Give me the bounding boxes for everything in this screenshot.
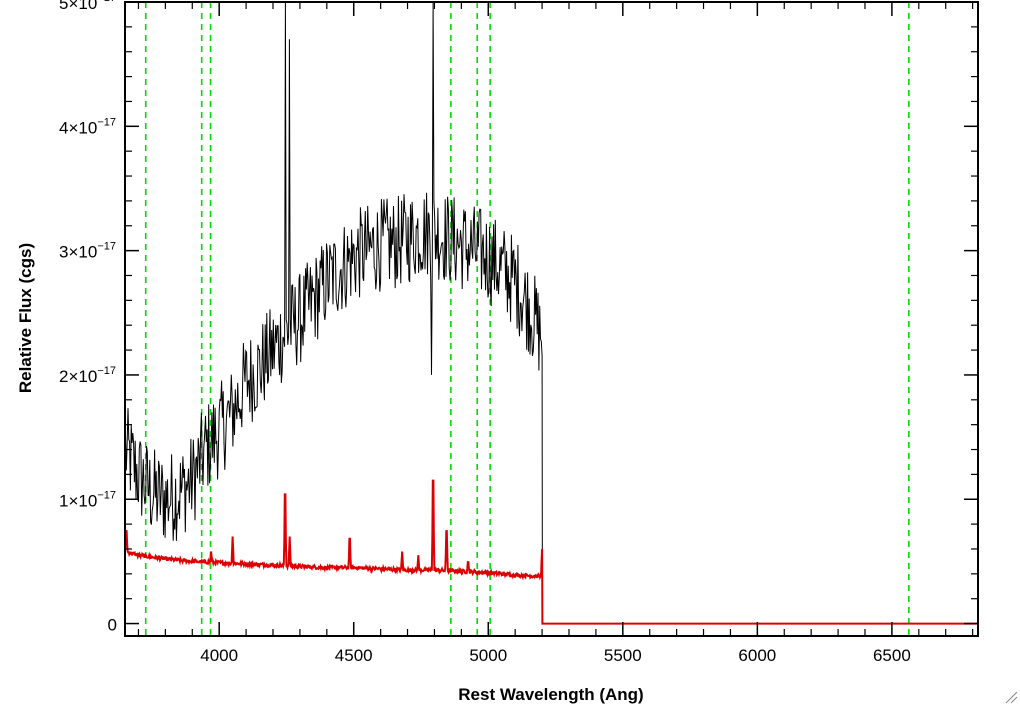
y-tick-label: 0	[108, 616, 117, 635]
y-tick-label: 3×10−17	[59, 241, 116, 262]
y-tick-label: 1×10−17	[59, 489, 116, 510]
resize-grip-icon[interactable]	[1004, 690, 1018, 704]
plot-frame	[124, 1, 979, 637]
x-tick-label: 4500	[335, 646, 373, 665]
observed-spectrum-line	[125, 2, 978, 625]
x-tick-label: 6000	[738, 646, 776, 665]
x-tick-label: 5500	[604, 646, 642, 665]
x-tick-label: 4000	[200, 646, 238, 665]
x-tick-label: 5000	[469, 646, 507, 665]
y-tick-label: 2×10−17	[59, 365, 116, 386]
y-tick-label: 4×10−17	[59, 116, 116, 137]
x-axis-label: Rest Wavelength (Ang)	[458, 685, 643, 704]
model-spectrum-line	[125, 479, 978, 625]
y-axis-label: Relative Flux (cgs)	[16, 243, 35, 393]
y-tick-label: 5×10−17	[59, 0, 116, 13]
x-tick-label: 6500	[873, 646, 911, 665]
